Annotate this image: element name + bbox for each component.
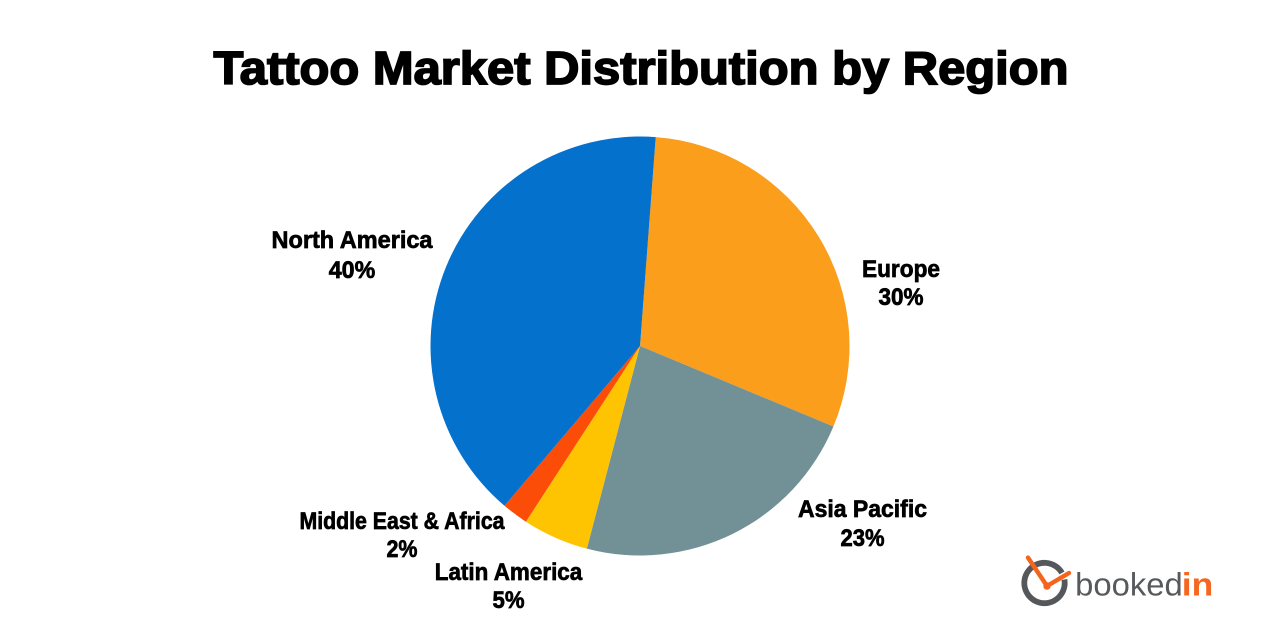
svg-text:Europe: Europe [862,256,940,283]
svg-text:40%: 40% [329,257,376,284]
svg-text:Latin America: Latin America [435,559,583,586]
svg-text:2%: 2% [387,536,418,563]
svg-text:booked: booked [1075,567,1183,603]
svg-text:North America: North America [272,227,434,254]
svg-text:Middle East & Africa: Middle East & Africa [300,508,506,535]
svg-text:23%: 23% [841,525,885,552]
svg-text:5%: 5% [493,587,525,614]
svg-text:in: in [1182,567,1214,603]
svg-text:Asia Pacific: Asia Pacific [798,496,927,523]
svg-text:30%: 30% [879,284,924,311]
svg-text:Tattoo Market Distribution by: Tattoo Market Distribution by Region [214,42,1069,94]
